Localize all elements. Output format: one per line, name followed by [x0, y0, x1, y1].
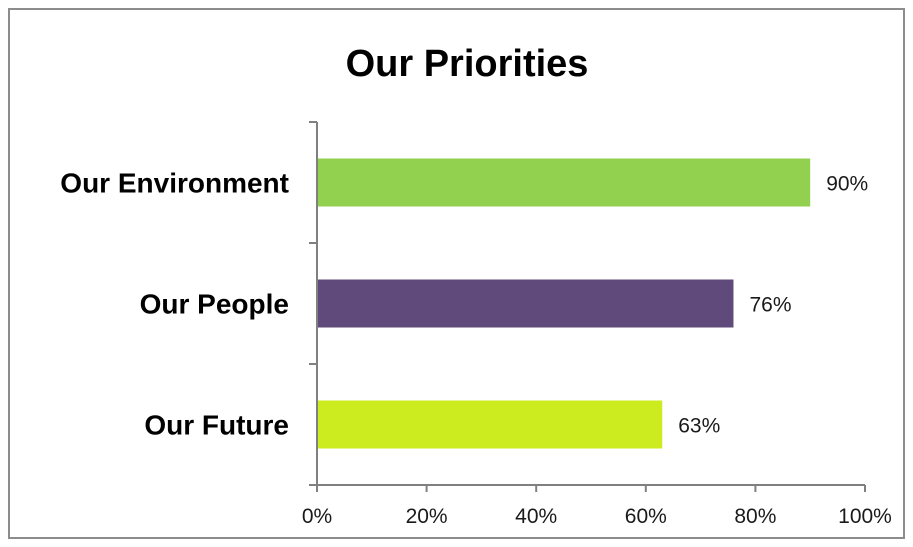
category-label-our-people: Our People	[140, 289, 289, 320]
x-tick-label: 0%	[302, 505, 332, 528]
chart-title: Our Priorities	[346, 43, 589, 85]
data-label-our-environment: 90%	[826, 173, 868, 196]
labels-layer: Our Environment 90% Our People 76% Our Futur…	[60, 168, 892, 529]
bars-layer	[317, 158, 811, 449]
bar-our-environment	[317, 158, 811, 207]
x-tick-label: 100%	[838, 505, 892, 528]
x-tick-label: 40%	[515, 505, 557, 528]
category-label-our-future: Our Future	[144, 410, 289, 441]
category-label-our-environment: Our Environment	[60, 168, 289, 199]
bar-our-people	[317, 279, 734, 328]
bar-our-future	[317, 400, 663, 449]
chart-frame	[8, 8, 905, 539]
x-tick-label: 80%	[734, 505, 776, 528]
data-label-our-future: 63%	[678, 415, 720, 438]
x-tick-label: 60%	[625, 505, 667, 528]
x-tick-label: 20%	[406, 505, 448, 528]
data-label-our-people: 76%	[749, 294, 791, 317]
axes-layer	[309, 121, 866, 492]
